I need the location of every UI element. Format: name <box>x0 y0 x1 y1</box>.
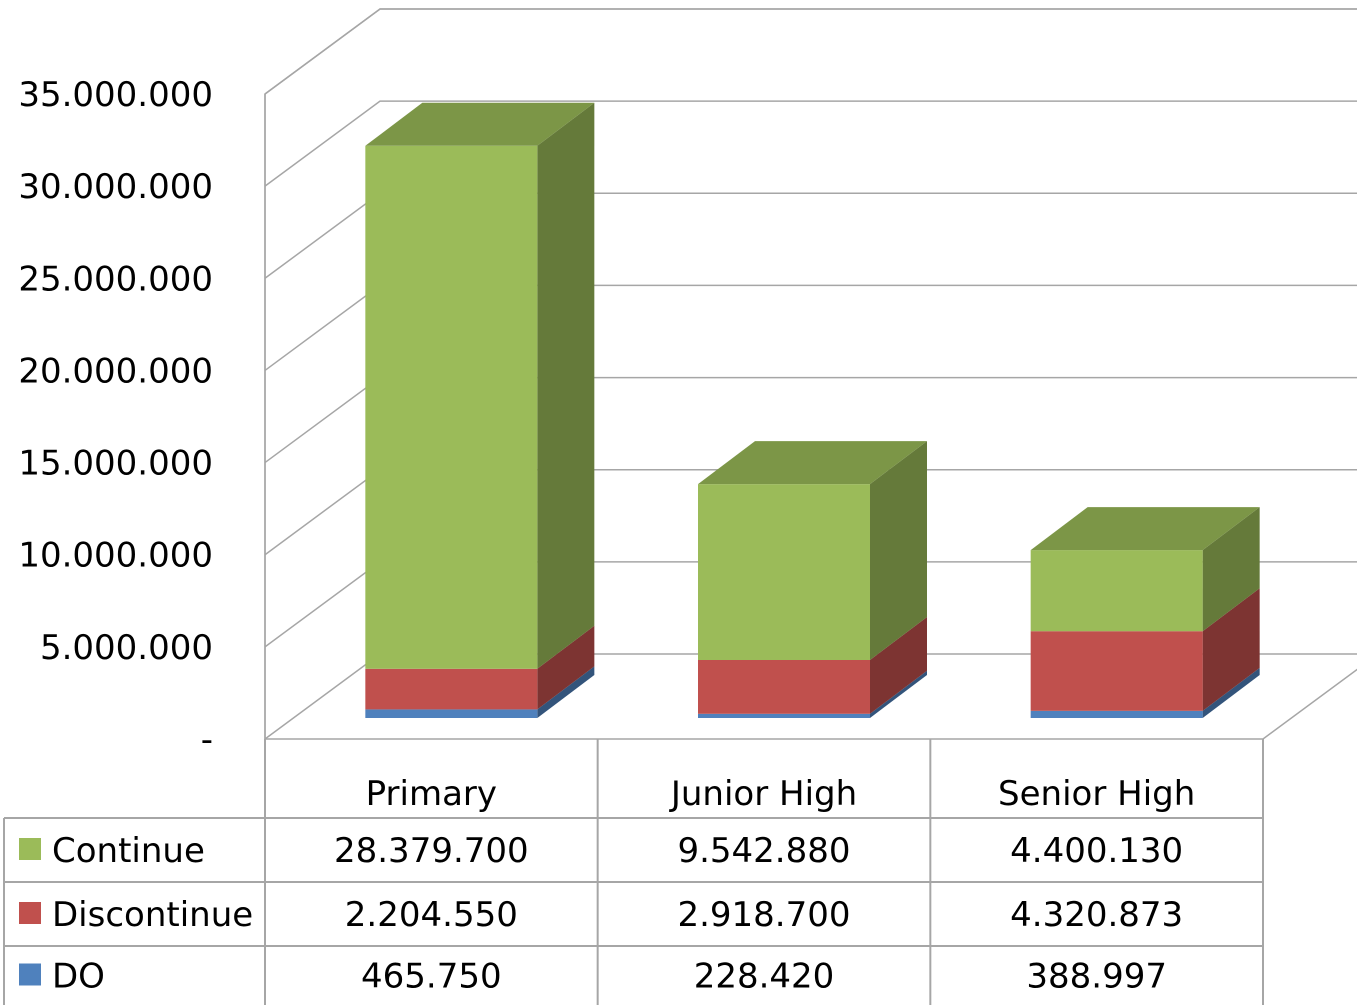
legend-label-discontinue: Discontinue <box>52 895 253 935</box>
bar-discontinue-junior-high <box>698 617 927 714</box>
bar-side-face <box>870 617 927 714</box>
bar-front-face <box>365 668 538 710</box>
bar-side-face <box>537 666 595 718</box>
bar-top-face <box>698 441 927 485</box>
legend-label-continue: Continue <box>52 831 205 871</box>
bar-front-face <box>1030 631 1203 711</box>
y-tick-label: - <box>201 720 213 760</box>
data-label-do-senior-high: 388.997 <box>1026 957 1167 997</box>
data-label-continue-primary: 28.379.700 <box>334 831 529 871</box>
y-tick-label: 15.000.000 <box>18 444 213 484</box>
y-tick-label: 20.000.000 <box>18 351 213 391</box>
data-label-discontinue-junior-high: 2.918.700 <box>677 895 850 935</box>
category-label-primary: Primary <box>366 774 497 814</box>
y-tick-label: 10.000.000 <box>18 536 213 576</box>
bar-side-face <box>1202 507 1260 632</box>
bar-front-face <box>1030 710 1203 718</box>
data-label-discontinue-primary: 2.204.550 <box>345 895 518 935</box>
data-label-discontinue-senior-high: 4.320.873 <box>1010 895 1183 935</box>
y-tick-label: 5.000.000 <box>40 628 213 668</box>
data-label-continue-senior-high: 4.400.130 <box>1010 831 1183 871</box>
data-table: Primary Junior High Senior High Continue 28.… <box>3 739 1264 1005</box>
bar-front-face <box>365 709 538 718</box>
bars <box>365 102 1260 718</box>
category-label-junior-high: Junior High <box>669 774 857 814</box>
bar-continue-primary <box>365 102 595 669</box>
bar-do-senior-high <box>1030 667 1260 718</box>
bar-discontinue-primary <box>365 625 595 710</box>
bar-do-primary <box>365 666 595 718</box>
bar-side-face <box>1202 588 1260 711</box>
bar-continue-senior-high <box>1030 507 1260 632</box>
bar-side-face <box>537 625 595 710</box>
bar-side-face <box>1202 667 1260 718</box>
bar-do-junior-high <box>698 670 927 718</box>
legend-label-do: DO <box>52 957 105 997</box>
bar-front-face <box>698 713 870 718</box>
legend-swatch-do <box>19 963 41 986</box>
bar-side-face <box>870 670 927 718</box>
bar-top-face <box>1030 507 1260 551</box>
bar-front-face <box>365 145 538 669</box>
bar-discontinue-senior-high <box>1030 588 1260 711</box>
bar-continue-junior-high <box>698 441 927 661</box>
gridline <box>264 100 1357 187</box>
gridline <box>264 8 1357 95</box>
legend-swatch-continue <box>19 838 41 860</box>
bar-front-face <box>698 660 870 714</box>
bar-side-face <box>537 102 595 669</box>
data-label-do-junior-high: 228.420 <box>694 957 835 997</box>
bar-front-face <box>1030 550 1203 632</box>
bar-side-face <box>870 441 927 661</box>
category-label-senior-high: Senior High <box>998 774 1195 814</box>
y-axis: - 5.000.000 10.000.000 15.000.000 20.000.000… <box>18 75 213 760</box>
data-label-do-primary: 465.750 <box>361 957 502 997</box>
y-tick-label: 25.000.000 <box>18 259 213 299</box>
y-tick-label: 35.000.000 <box>18 75 213 115</box>
legend-swatch-discontinue <box>19 902 41 924</box>
data-label-continue-junior-high: 9.542.880 <box>677 831 850 871</box>
bar-front-face <box>698 484 870 661</box>
y-tick-label: 30.000.000 <box>18 167 213 207</box>
bar-top-face <box>365 102 595 146</box>
